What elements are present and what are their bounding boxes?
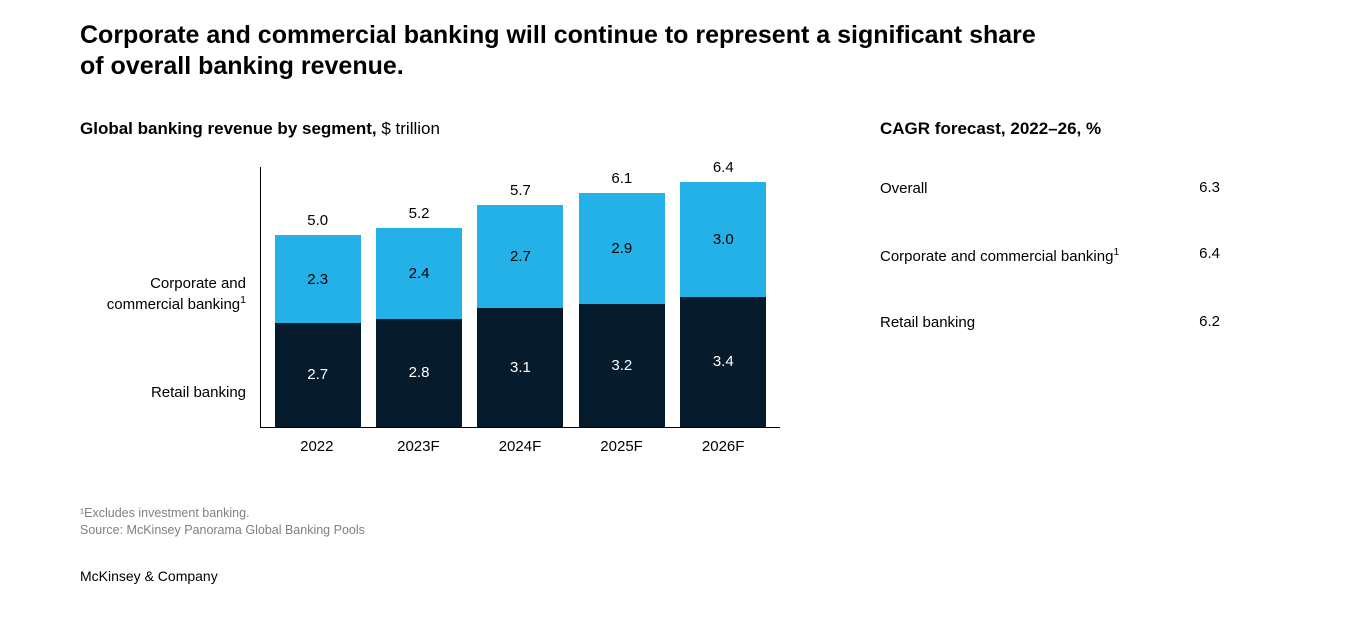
bar-total-label: 6.4	[713, 159, 734, 176]
cagr-row-name: Retail banking	[880, 313, 975, 333]
segment-retail: 2.8	[376, 319, 462, 426]
x-axis-label: 2024F	[477, 438, 563, 455]
segment-corporate: 2.7	[477, 205, 563, 308]
bar-total-label: 6.1	[611, 170, 632, 187]
chart-title-unit: $ trillion	[377, 119, 440, 138]
x-axis-label: 2023F	[375, 438, 461, 455]
bar-column: 5.7 2.73.1	[477, 182, 563, 427]
bar-stack: 2.93.2	[579, 193, 665, 426]
cagr-row-name: Overall	[880, 179, 928, 199]
segment-corporate: 2.9	[579, 193, 665, 304]
content-row: Global banking revenue by segment, $ tri…	[80, 119, 1286, 584]
footnote-source: Source: McKinsey Panorama Global Banking…	[80, 522, 780, 540]
bar-total-label: 5.0	[307, 212, 328, 229]
series-label-corporate: Corporate andcommercial banking1	[80, 275, 246, 315]
bar-total-label: 5.2	[409, 205, 430, 222]
footnotes: ¹Excludes investment banking. Source: Mc…	[80, 505, 780, 540]
x-axis-label: 2026F	[680, 438, 766, 455]
series-labels: Corporate andcommercial banking1 Retail b…	[80, 195, 260, 455]
cagr-title: CAGR forecast, 2022–26, %	[880, 119, 1220, 139]
bar-column: 6.1 2.93.2	[579, 170, 665, 426]
bar-stack: 2.32.7	[275, 235, 361, 426]
cagr-column: CAGR forecast, 2022–26, % Overall 6.3 Corp…	[880, 119, 1220, 584]
segment-retail: 2.7	[275, 323, 361, 426]
brand: McKinsey & Company	[80, 568, 780, 584]
bar-stack: 3.03.4	[680, 182, 766, 427]
segment-corporate: 3.0	[680, 182, 766, 297]
x-axis-label: 2025F	[579, 438, 665, 455]
cagr-row-value: 6.3	[1199, 179, 1220, 196]
chart-and-axis: 5.02.32.75.22.42.85.72.73.16.12.93.26.43…	[260, 167, 780, 455]
segment-retail: 3.2	[579, 304, 665, 426]
bar-column: 6.4 3.03.4	[680, 159, 766, 427]
cagr-row-value: 6.2	[1199, 313, 1220, 330]
segment-corporate: 2.3	[275, 235, 361, 323]
footnote-1: ¹Excludes investment banking.	[80, 505, 780, 523]
segment-retail: 3.4	[680, 297, 766, 427]
chart-title-main: Global banking revenue by segment,	[80, 119, 377, 138]
headline: Corporate and commercial banking will co…	[80, 20, 1040, 83]
cagr-row: Corporate and commercial banking1 6.4	[880, 233, 1220, 301]
cagr-row: Retail banking 6.2	[880, 301, 1220, 367]
bar-column: 5.0 2.32.7	[275, 212, 361, 426]
chart-wrap: Corporate andcommercial banking1 Retail b…	[80, 167, 780, 455]
cagr-row-value: 6.4	[1199, 245, 1220, 262]
cagr-title-text: CAGR forecast, 2022–26, %	[880, 119, 1101, 138]
bar-column: 5.2 2.42.8	[376, 205, 462, 427]
chart-column: Global banking revenue by segment, $ tri…	[80, 119, 780, 584]
bar-stack: 2.73.1	[477, 205, 563, 427]
cagr-list: Overall 6.3 Corporate and commercial banki…	[880, 167, 1220, 368]
segment-retail: 3.1	[477, 308, 563, 427]
cagr-row-name: Corporate and commercial banking1	[880, 245, 1119, 267]
bar-total-label: 5.7	[510, 182, 531, 199]
bar-stack: 2.42.8	[376, 228, 462, 427]
chart-area: 5.02.32.75.22.42.85.72.73.16.12.93.26.43…	[260, 167, 780, 428]
cagr-row: Overall 6.3	[880, 167, 1220, 233]
x-axis: 2022 2023F 2024F 2025F 2026F	[260, 428, 780, 455]
segment-corporate: 2.4	[376, 228, 462, 320]
x-axis-label: 2022	[274, 438, 360, 455]
bars-container: 5.02.32.75.22.42.85.72.73.16.12.93.26.43…	[261, 167, 780, 427]
chart-title: Global banking revenue by segment, $ tri…	[80, 119, 780, 139]
series-label-retail: Retail banking	[80, 384, 246, 403]
